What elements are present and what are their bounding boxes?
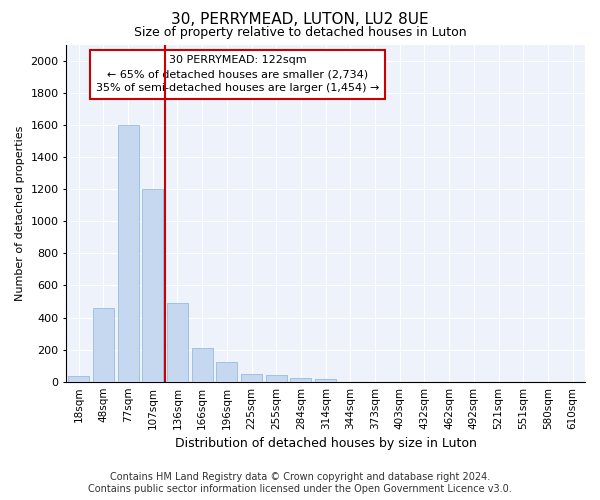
- Text: 30, PERRYMEAD, LUTON, LU2 8UE: 30, PERRYMEAD, LUTON, LU2 8UE: [171, 12, 429, 28]
- Bar: [142, 190, 163, 382]
- Bar: [118, 125, 139, 382]
- Bar: [241, 374, 262, 382]
- Text: Size of property relative to detached houses in Luton: Size of property relative to detached ho…: [134, 26, 466, 39]
- Bar: [68, 376, 89, 382]
- X-axis label: Distribution of detached houses by size in Luton: Distribution of detached houses by size …: [175, 437, 476, 450]
- Bar: [290, 378, 311, 382]
- Bar: [93, 308, 114, 382]
- Bar: [167, 303, 188, 382]
- Bar: [191, 348, 212, 382]
- Bar: [217, 362, 238, 382]
- Bar: [315, 380, 336, 382]
- Text: 30 PERRYMEAD: 122sqm
← 65% of detached houses are smaller (2,734)
35% of semi-de: 30 PERRYMEAD: 122sqm ← 65% of detached h…: [96, 55, 379, 93]
- Text: Contains HM Land Registry data © Crown copyright and database right 2024.
Contai: Contains HM Land Registry data © Crown c…: [88, 472, 512, 494]
- Bar: [266, 376, 287, 382]
- Y-axis label: Number of detached properties: Number of detached properties: [15, 126, 25, 301]
